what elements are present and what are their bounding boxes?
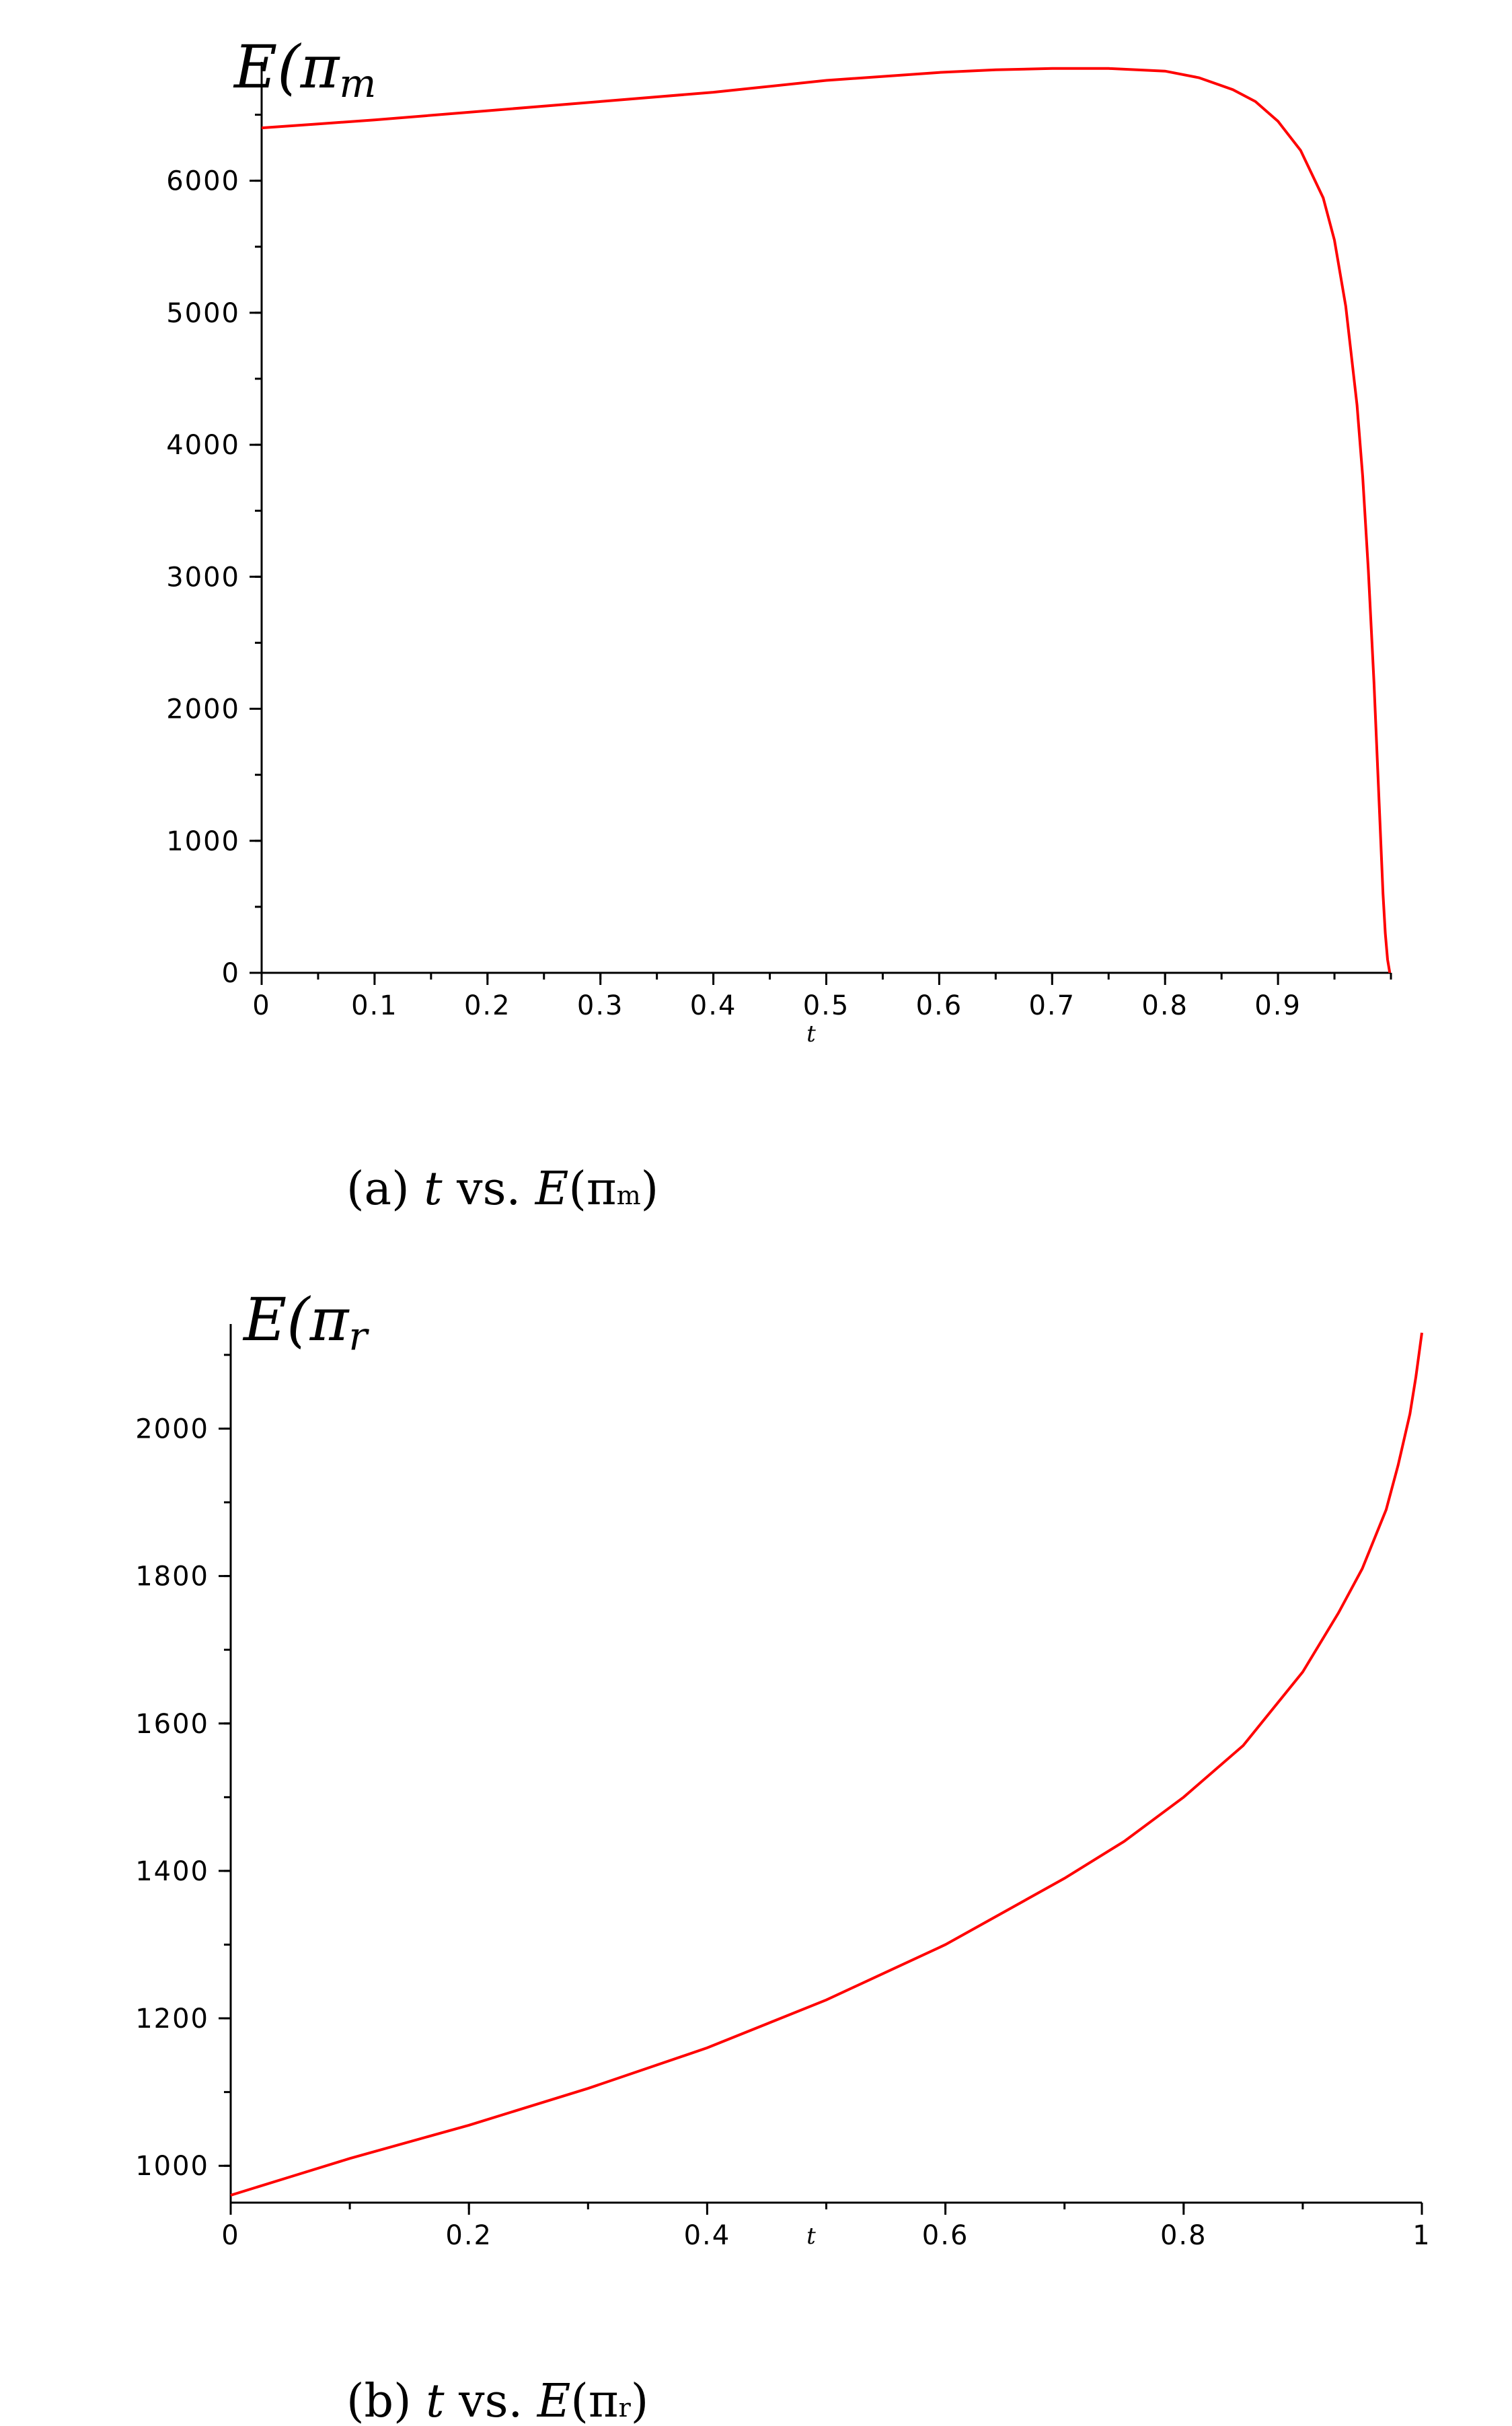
- chart-a-y-tick-label: 4000: [166, 430, 240, 461]
- chart-a-y-tick-label: 0: [222, 958, 240, 989]
- chart-a-x-ticks: 0 0.1 0.2 0.3 0.4 0.5 0.6 0.7 0.8 0.9: [252, 973, 1392, 1021]
- chart-a-x-tick-label: 0.4: [690, 990, 737, 1021]
- chart-a-x-tick-label: 0.5: [803, 990, 850, 1021]
- chart-a-x-tick-label: 0.1: [351, 990, 398, 1021]
- chart-b-y-tick-label: 2000: [135, 1413, 209, 1444]
- chart-a-y-tick-label: 2000: [166, 694, 240, 725]
- chart-a-x-tick-label: 0.7: [1028, 990, 1075, 1021]
- chart-a-x-tick-label: 0.2: [464, 990, 511, 1021]
- chart-b-x-tick-label: 1: [1412, 2220, 1431, 2251]
- chart-b-series-line: [230, 1332, 1423, 2197]
- chart-b-axes: [229, 1324, 1422, 2204]
- chart-b-x-tick-label: 0.8: [1160, 2220, 1207, 2251]
- chart-b-x-tick-label: 0.2: [445, 2220, 492, 2251]
- chart-a-y-tick-label: 6000: [166, 166, 240, 197]
- chart-a-y-tick-label: 1000: [166, 826, 240, 857]
- chart-a-x-axis-label: t: [806, 1021, 816, 1047]
- chart-a-y-tick-label: 3000: [166, 562, 240, 593]
- chart-a-y-tick-label: 5000: [166, 298, 240, 329]
- chart-b-x-ticks: 0 0.2 0.4 0.6 0.8 1: [221, 2203, 1431, 2251]
- chart-b-y-tick-label: 1600: [135, 1709, 209, 1740]
- chart-a-caption: (a) t vs. E(πm): [346, 1163, 658, 1216]
- chart-a-axes: [260, 62, 1391, 974]
- chart-b-x-tick-label: 0.6: [922, 2220, 969, 2251]
- chart-a-x-tick-label: 0.9: [1254, 990, 1301, 1021]
- chart-a-x-tick-label: 0.8: [1141, 990, 1188, 1021]
- chart-a-y-axis-label: E(πm: [233, 32, 376, 106]
- chart-b-x-tick-label: 0.4: [684, 2220, 731, 2251]
- chart-a-x-tick-label: 0: [252, 990, 270, 1021]
- chart-b-y-tick-label: 1800: [135, 1561, 209, 1592]
- chart-a-x-tick-label: 0.6: [916, 990, 963, 1021]
- chart-b-y-ticks: 1000 1200 1400 1600 1800 2000: [135, 1354, 231, 2182]
- chart-panel-a: 0 0.1 0.2 0.3 0.4 0.5 0.6 0.7 0.8 0.9 0 1000 2000 30…: [166, 32, 1392, 1216]
- chart-a-series-line: [261, 67, 1392, 973]
- chart-b-x-axis-label: t: [806, 2223, 816, 2250]
- chart-a-y-ticks: 0 1000 2000 3000 4000 5000 6000: [166, 113, 262, 989]
- chart-b-y-tick-label: 1200: [135, 2004, 209, 2034]
- chart-panel-b: 0 0.2 0.4 0.6 0.8 1 100012001400160018002000 …: [135, 1285, 1431, 2426]
- chart-b-caption: (b) t vs. E(πr): [346, 2375, 648, 2426]
- chart-b-y-tick-label: 1400: [135, 1856, 209, 1887]
- chart-b-x-tick-label: 0: [221, 2220, 239, 2251]
- chart-a-x-tick-label: 0.3: [577, 990, 624, 1021]
- chart-b-y-tick-label: 1000: [135, 2151, 209, 2182]
- chart-b-y-axis-label: E(πr: [242, 1285, 369, 1359]
